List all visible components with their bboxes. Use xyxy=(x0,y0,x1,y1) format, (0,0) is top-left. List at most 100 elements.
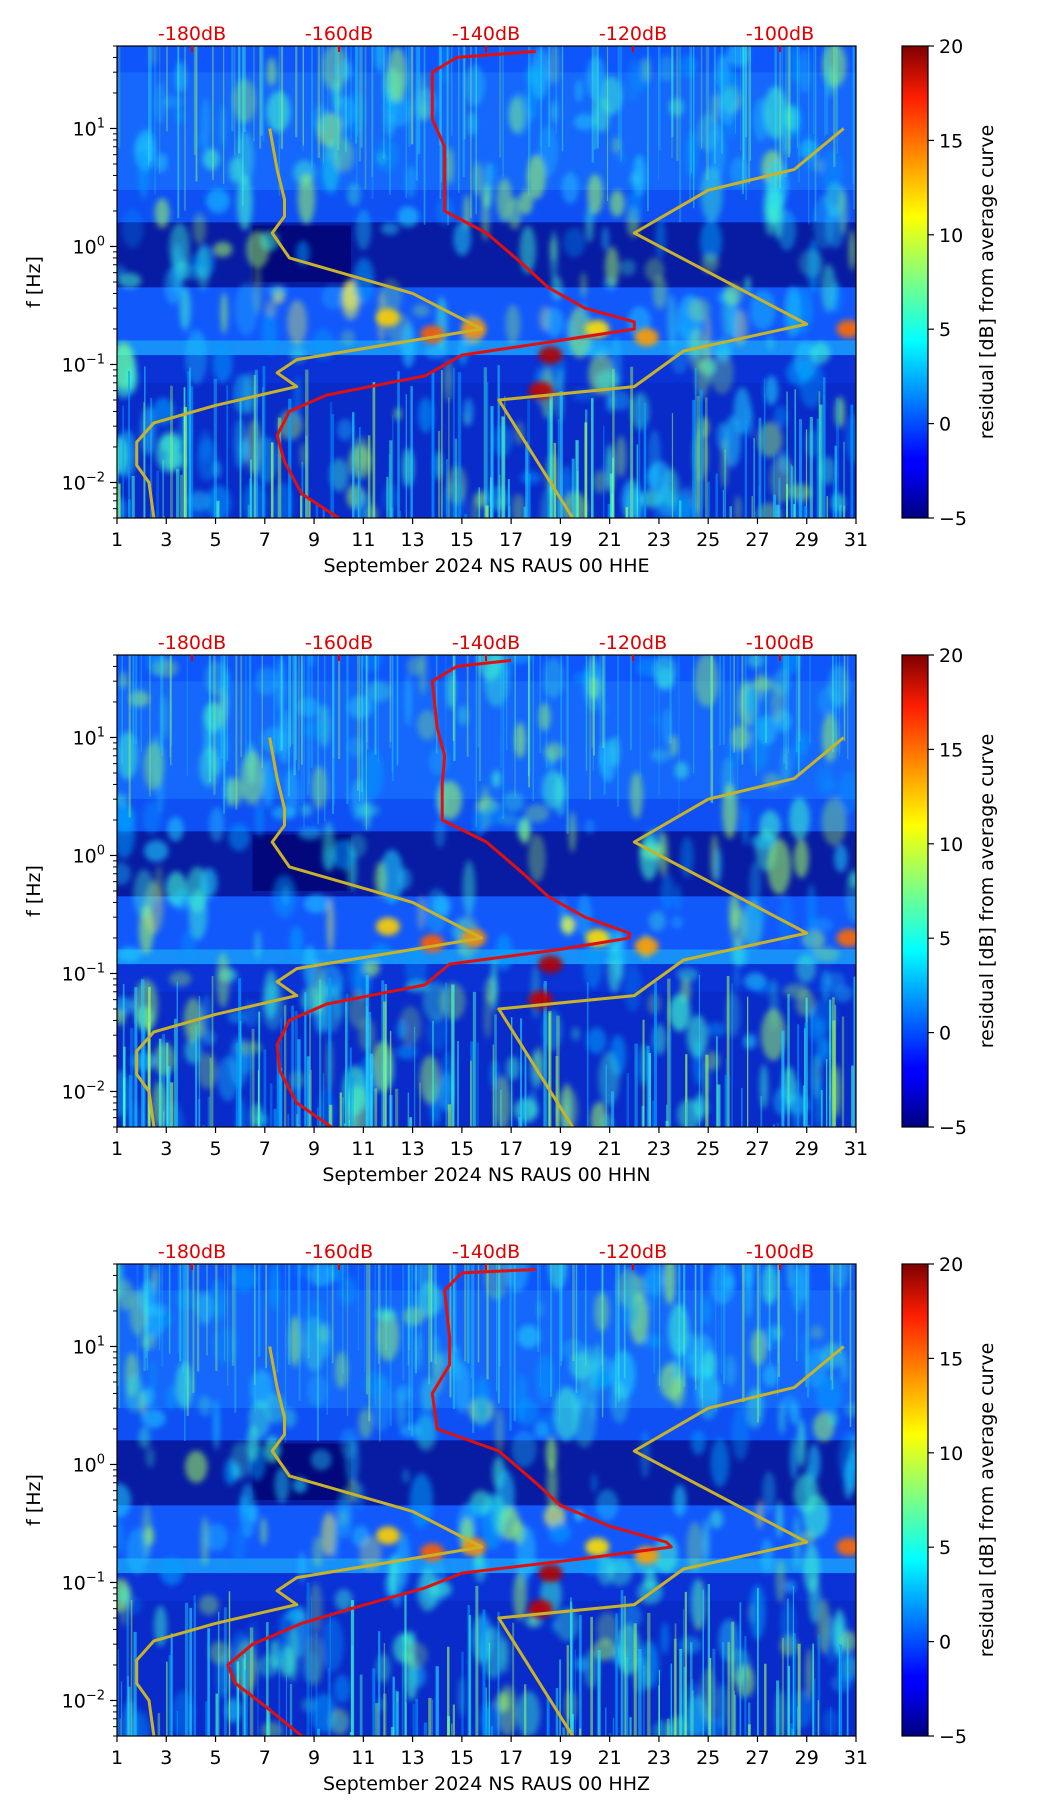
x-tick-label: 31 xyxy=(844,1138,868,1160)
x-tick-label: 15 xyxy=(450,529,474,551)
x-tick-label: 29 xyxy=(795,1747,819,1769)
y-tick-label: 10−1 xyxy=(62,352,105,376)
y-tick-label: 10−1 xyxy=(62,961,105,985)
x-tick-label: 5 xyxy=(209,529,221,551)
x-tick-label: 23 xyxy=(647,1747,671,1769)
spectrogram xyxy=(117,1264,856,1736)
series-line-2 xyxy=(497,1345,845,1736)
series-line-3 xyxy=(275,49,636,518)
top-db-tick-label: -160dB xyxy=(305,632,373,654)
y-tick-label: 100 xyxy=(73,843,105,867)
colorbar-tick-label: 10 xyxy=(939,225,963,247)
y-tick-label: 10−1 xyxy=(62,1570,105,1594)
y-tick-label: 101 xyxy=(73,1334,105,1358)
colorbar-tick-label: 5 xyxy=(939,1537,951,1559)
x-tick-label: 23 xyxy=(647,529,671,551)
x-tick-label: 25 xyxy=(696,529,720,551)
colorbar-tick-label: −5 xyxy=(939,1117,967,1139)
top-db-tick-label: -120dB xyxy=(599,1241,667,1263)
y-tick-label: 10−2 xyxy=(62,470,105,494)
x-tick-label: 7 xyxy=(259,529,271,551)
x-tick-label: 1 xyxy=(111,529,123,551)
x-tick-label: 7 xyxy=(259,1747,271,1769)
x-tick-label: 21 xyxy=(598,1138,622,1160)
x-tick-label: 21 xyxy=(598,1747,622,1769)
x-axis-label: September 2024 NS RAUS 00 HHZ xyxy=(323,1773,650,1795)
x-tick-label: 17 xyxy=(499,529,523,551)
y-tick-label: 101 xyxy=(73,725,105,749)
colorbar-tick-label: 15 xyxy=(939,739,963,761)
x-tick-label: 29 xyxy=(795,529,819,551)
series-line-2 xyxy=(497,736,845,1127)
colorbar-tick-label: −5 xyxy=(939,508,967,530)
colorbar: −5 0 5 10 15 20 residual [dB] from average cur… xyxy=(901,1254,998,1748)
top-db-tick-label: -100dB xyxy=(746,1241,814,1263)
colorbar-label: residual [dB] from average curve xyxy=(976,734,998,1049)
colorbar-tick-label: 10 xyxy=(939,834,963,856)
top-db-tick-label: -180dB xyxy=(158,23,226,45)
colorbar-tick-label: 0 xyxy=(939,1632,951,1654)
x-axis-label: September 2024 NS RAUS 00 HHE xyxy=(324,555,650,577)
y-axis-label: f [Hz] xyxy=(23,256,45,308)
y-axis-label: f [Hz] xyxy=(23,1474,45,1526)
x-tick-label: 19 xyxy=(548,1138,572,1160)
x-tick-label: 19 xyxy=(548,1747,572,1769)
spectrogram xyxy=(117,46,856,518)
x-tick-label: 9 xyxy=(308,1747,320,1769)
colorbar-tick-label: 20 xyxy=(939,645,963,667)
colorbar-tick-label: 15 xyxy=(939,1348,963,1370)
top-db-tick-label: -120dB xyxy=(599,23,667,45)
x-tick-label: 13 xyxy=(401,1747,425,1769)
x-tick-label: 23 xyxy=(647,1138,671,1160)
x-tick-label: 15 xyxy=(450,1138,474,1160)
x-tick-label: 25 xyxy=(696,1747,720,1769)
top-db-tick-label: -100dB xyxy=(746,23,814,45)
x-tick-label: 11 xyxy=(351,1138,375,1160)
x-tick-label: 13 xyxy=(401,529,425,551)
colorbar-label: residual [dB] from average curve xyxy=(976,1343,998,1658)
x-tick-label: 5 xyxy=(209,1138,221,1160)
x-tick-label: 31 xyxy=(844,529,868,551)
colorbar-tick-label: 15 xyxy=(939,130,963,152)
series-line-3 xyxy=(275,658,631,1127)
top-db-tick-label: -140dB xyxy=(452,632,520,654)
y-tick-label: 10−2 xyxy=(62,1079,105,1103)
x-axis-label: September 2024 NS RAUS 00 HHN xyxy=(322,1164,650,1186)
colorbar-tick-label: 0 xyxy=(939,414,951,436)
x-tick-label: 27 xyxy=(745,1747,769,1769)
colorbar-tick-label: 20 xyxy=(939,36,963,58)
x-tick-label: 9 xyxy=(308,529,320,551)
top-db-tick-label: -140dB xyxy=(452,1241,520,1263)
colorbar-tick-label: 5 xyxy=(939,928,951,950)
x-tick-label: 19 xyxy=(548,529,572,551)
x-tick-label: 11 xyxy=(351,529,375,551)
x-tick-label: 27 xyxy=(745,1138,769,1160)
y-axis-label: f [Hz] xyxy=(23,865,45,917)
x-tick-label: 21 xyxy=(598,529,622,551)
y-tick-label: 101 xyxy=(73,116,105,140)
x-tick-label: 3 xyxy=(160,1747,172,1769)
series-line-1 xyxy=(135,128,484,518)
series-line-3 xyxy=(226,1267,673,1736)
x-tick-label: 17 xyxy=(499,1138,523,1160)
top-db-tick-label: -160dB xyxy=(305,23,373,45)
x-tick-label: 15 xyxy=(450,1747,474,1769)
top-db-tick-label: -160dB xyxy=(305,1241,373,1263)
top-db-tick-label: -140dB xyxy=(452,23,520,45)
colorbar-tick-label: 5 xyxy=(939,319,951,341)
x-tick-label: 1 xyxy=(111,1138,123,1160)
series-line-1 xyxy=(135,737,484,1127)
series-line-1 xyxy=(135,1346,484,1736)
x-tick-label: 31 xyxy=(844,1747,868,1769)
x-tick-label: 3 xyxy=(160,1138,172,1160)
series-line-2 xyxy=(497,127,845,518)
colorbar-tick-label: −5 xyxy=(939,1726,967,1748)
y-tick-label: 100 xyxy=(73,234,105,258)
x-tick-label: 3 xyxy=(160,529,172,551)
x-tick-label: 29 xyxy=(795,1138,819,1160)
colorbar: −5 0 5 10 15 20 residual [dB] from average cur… xyxy=(901,36,998,530)
colorbar-tick-label: 0 xyxy=(939,1023,951,1045)
colorbar-tick-label: 10 xyxy=(939,1443,963,1465)
